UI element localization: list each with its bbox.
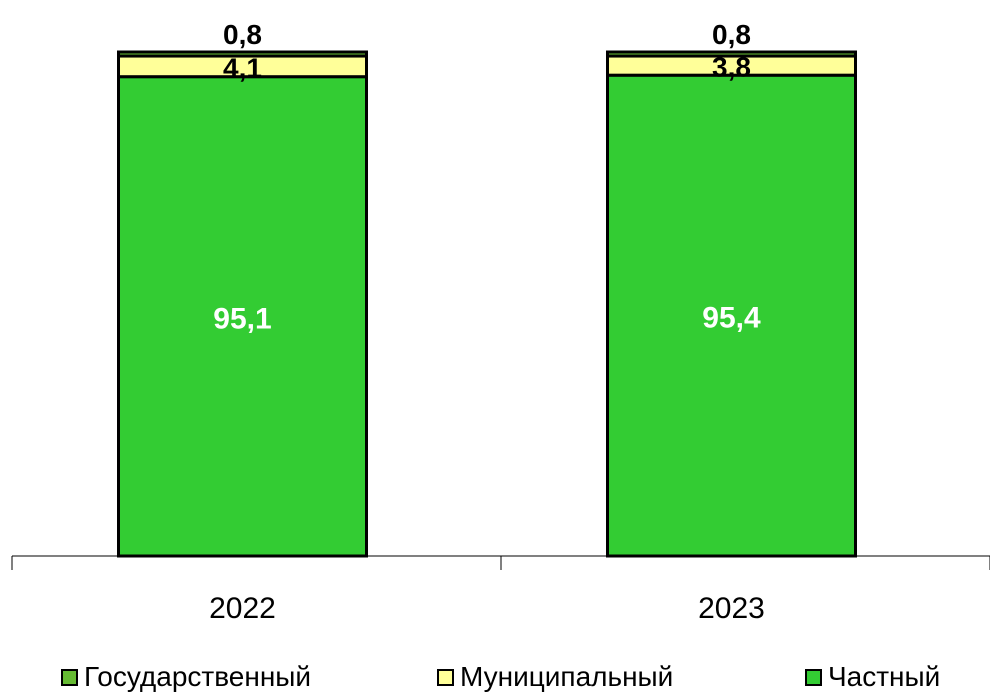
- legend-swatch-муниципальный: [437, 669, 454, 686]
- data-label-государственный-2022: 0,8: [223, 19, 262, 50]
- data-label-частный-2023: 95,4: [702, 302, 761, 335]
- legend-swatch-государственный: [61, 669, 78, 686]
- legend-swatch-частный: [805, 669, 822, 686]
- bar-segment-государственный-2022: [117, 50, 368, 58]
- data-label-муниципальный-2023: 3,8: [712, 52, 751, 83]
- data-label-частный-2022: 95,1: [213, 302, 271, 335]
- bar-segment-частный-2022: [117, 75, 368, 558]
- x-tick-label: 2022: [209, 592, 276, 625]
- data-label-государственный-2023: 0,8: [712, 19, 751, 50]
- x-tick-label: 2023: [698, 592, 765, 625]
- data-label-муниципальный-2022: 4,1: [223, 52, 262, 83]
- legend-label-муниципальный: Муниципальный: [460, 661, 673, 692]
- bar-segment-частный-2023: [606, 73, 857, 558]
- legend-label-частный: Частный: [828, 661, 940, 692]
- bar-segment-государственный-2023: [606, 50, 857, 58]
- legend-label-государственный: Государственный: [84, 661, 311, 692]
